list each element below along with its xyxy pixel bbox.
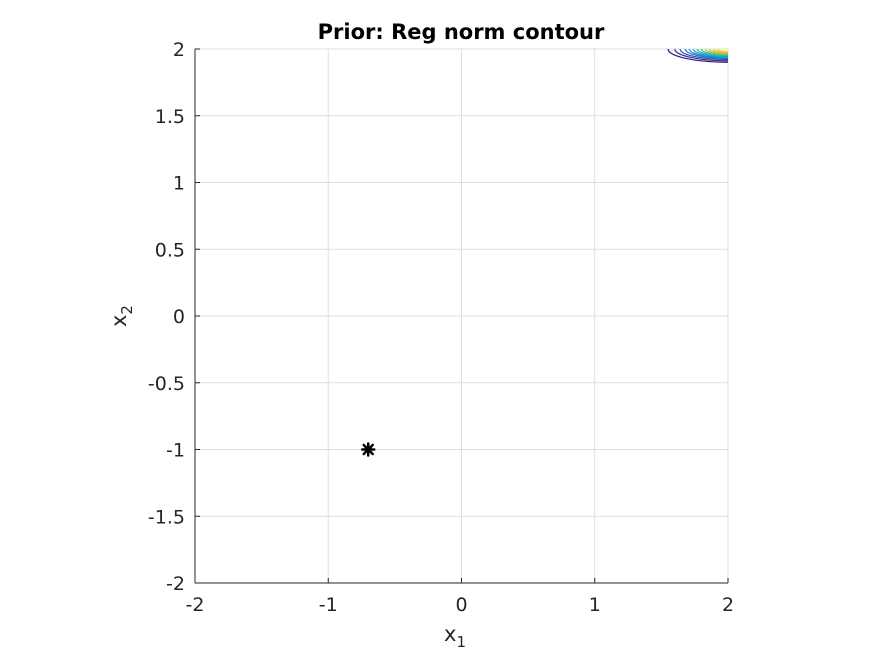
y-tick-label: -1 [166, 440, 185, 462]
y-tick-label: 1.5 [155, 106, 185, 128]
x-tick-label: -2 [186, 594, 205, 616]
y-tick-label: -2 [166, 573, 185, 595]
contour-line [704, 49, 728, 55]
contour-line [688, 49, 728, 59]
tick-labels: -2 -1 0 1 2 -2 -1.5 -1 -0.5 0 0.5 1 1.5 2 [148, 39, 734, 616]
marker-layer [360, 442, 376, 457]
contour-lines [667, 49, 728, 63]
y-tick-label: 1 [173, 173, 185, 195]
x-tick-label: 0 [455, 594, 467, 616]
y-tick-label: 0.5 [155, 239, 185, 261]
y-tick-label: -0.5 [148, 373, 185, 395]
x-tick-label: -1 [319, 594, 338, 616]
y-axis-label: x2 [107, 305, 136, 327]
x-tick-label: 1 [589, 594, 601, 616]
y-tick-label: 2 [173, 39, 185, 61]
contour-line [684, 49, 728, 59]
axes [194, 48, 729, 584]
x-axis-label-subscript: 1 [456, 633, 466, 651]
contour-line [692, 49, 728, 58]
x-tick-label: 2 [722, 594, 734, 616]
y-axis-label-subscript: 2 [118, 305, 136, 315]
chart-title: Prior: Reg norm contour [318, 20, 605, 44]
contour-line [667, 49, 728, 63]
y-tick-label: 0 [173, 306, 185, 328]
y-tick-label: -1.5 [148, 506, 185, 528]
y-axis-label-main: x [107, 315, 131, 327]
contour-line [700, 49, 728, 56]
x-axis-label-main: x [444, 622, 456, 646]
marker-point [360, 442, 376, 457]
x-axis-label: x1 [444, 622, 466, 651]
contour-line [708, 49, 728, 54]
contour-line [696, 49, 728, 57]
